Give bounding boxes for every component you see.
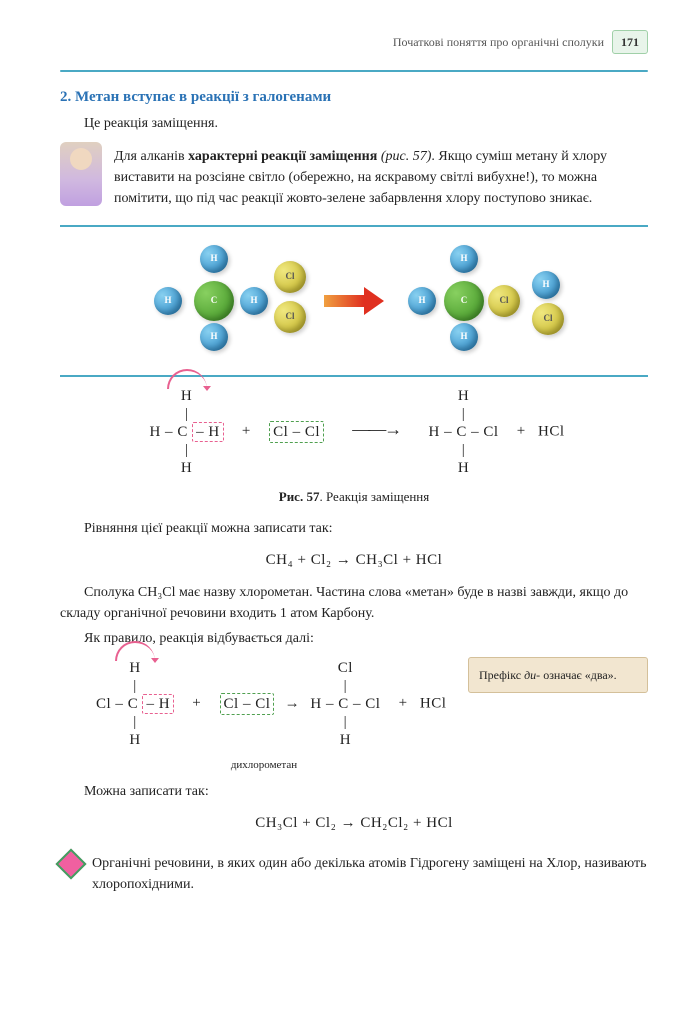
divider xyxy=(60,70,648,72)
carbon-atom: C xyxy=(444,281,484,321)
atom-cl: Cl xyxy=(338,660,353,676)
molecule-left: C H H H H Cl Cl xyxy=(144,241,304,361)
structural-equation-1: H| H – C – H| H + Cl – Cl ——→ H| H – C –… xyxy=(60,387,648,477)
also-written-paragraph: Можна записати так: xyxy=(60,781,648,802)
atom-h: H xyxy=(340,732,351,748)
hexagon-icon xyxy=(55,848,86,879)
atom-c: C xyxy=(128,696,139,712)
text: Префікс xyxy=(479,668,524,682)
footer-block: Органічні речовини, в яких один або декі… xyxy=(60,849,648,899)
atom-h: H xyxy=(458,460,469,476)
atom-h: H – xyxy=(429,424,453,440)
atom-h: H – xyxy=(149,424,173,440)
arrow: ——→ xyxy=(352,419,400,439)
product-hcl: HCl xyxy=(538,423,565,439)
atom-cl: Cl – xyxy=(96,696,123,712)
section-heading: Метан вступає в реакції з галогенами xyxy=(75,89,331,105)
atom-c: C xyxy=(456,424,467,440)
atom-h: H xyxy=(458,388,469,404)
chlorine-atom: Cl xyxy=(488,285,520,317)
atom-c: C xyxy=(338,696,349,712)
note-box: Префікс ди- означає «два». xyxy=(468,657,648,693)
hydrogen-atom: H xyxy=(450,323,478,351)
chloromethane-paragraph: Сполука CH₃Cl має назву хлорометан. Част… xyxy=(60,582,648,624)
atom-h: H xyxy=(181,460,192,476)
chlorine-atom: Cl xyxy=(274,261,306,293)
figure-caption: Рис. 57. Реакція заміщення xyxy=(60,487,648,507)
page-number: 171 xyxy=(612,30,648,54)
ref-text: (рис. 57) xyxy=(377,149,431,164)
hydrogen-atom: H xyxy=(532,271,560,299)
bold-text: характерні реакції заміщення xyxy=(188,149,377,164)
section-number: 2. xyxy=(60,89,71,105)
section-intro: Це реакція заміщення. xyxy=(60,113,648,134)
molecule-diagram: C H H H H Cl Cl C H H H Cl H Cl xyxy=(60,225,648,377)
plus-sign: + xyxy=(517,423,526,439)
leaving-h: – H xyxy=(192,422,224,442)
text: означає «два». xyxy=(540,668,616,682)
prefix-di: ди- xyxy=(524,668,540,682)
plus-sign: + xyxy=(242,423,251,439)
leaving-h: – H xyxy=(142,694,174,714)
equation-intro: Рівняння цієї реакції можна записати так… xyxy=(60,518,648,539)
info-block: Для алканів характерні реакції заміщення… xyxy=(60,142,648,213)
reactant-ch4: H| H – C – H| H xyxy=(149,387,223,477)
footer-paragraph: Органічні речовини, в яких один або декі… xyxy=(92,853,648,895)
chlorine-atom: Cl xyxy=(274,301,306,333)
molecule-right: C H H H Cl H Cl xyxy=(404,241,564,361)
teacher-icon xyxy=(60,142,102,206)
product-ch2cl2: Cl| H – C – Cl| H xyxy=(310,659,380,749)
atom-h: H – xyxy=(310,696,334,712)
atom-h: H xyxy=(181,388,192,404)
hydrogen-atom: H xyxy=(200,323,228,351)
equation-2: CH₃Cl + Cl₂ → CH₂Cl₂ + HCl xyxy=(60,812,648,835)
fig-label: Рис. 57 xyxy=(279,489,320,504)
plus-sign: + xyxy=(399,695,408,711)
product-hcl: HCl xyxy=(420,695,447,711)
dichloromethane-label: дихлорометан xyxy=(0,757,648,774)
equation-1: CH₄ + Cl₂ → CH₃Cl + HCl xyxy=(60,549,648,572)
info-paragraph: Для алканів характерні реакції заміщення… xyxy=(114,146,648,209)
carbon-atom: C xyxy=(194,281,234,321)
reaction-arrow-icon xyxy=(324,291,384,311)
plus-sign: + xyxy=(192,695,201,711)
reactant-cl2: Cl – Cl xyxy=(220,693,275,715)
product-ch3cl: H| H – C – Cl| H xyxy=(429,387,499,477)
section-title: 2. Метан вступає в реакції з галогенами xyxy=(60,86,648,109)
arrow: → xyxy=(285,695,301,711)
atom-cl: – Cl xyxy=(471,424,498,440)
hydrogen-atom: H xyxy=(408,287,436,315)
hydrogen-atom: H xyxy=(200,245,228,273)
text: Для алканів xyxy=(114,149,188,164)
reactant-cl2: Cl – Cl xyxy=(269,421,324,443)
hydrogen-atom: H xyxy=(154,287,182,315)
atom-h: H xyxy=(129,660,140,676)
chapter-title: Початкові поняття про органічні сполуки xyxy=(393,33,604,51)
hydrogen-atom: H xyxy=(450,245,478,273)
atom-cl: – Cl xyxy=(353,696,380,712)
fig-text: . Реакція заміщення xyxy=(319,489,429,504)
header: Початкові поняття про органічні сполуки … xyxy=(60,30,648,54)
atom-h: H xyxy=(129,732,140,748)
hydrogen-atom: H xyxy=(240,287,268,315)
chlorine-atom: Cl xyxy=(532,303,564,335)
atom-c: C xyxy=(177,424,188,440)
reactant-ch3cl: H| Cl – C – H| H xyxy=(96,659,174,749)
